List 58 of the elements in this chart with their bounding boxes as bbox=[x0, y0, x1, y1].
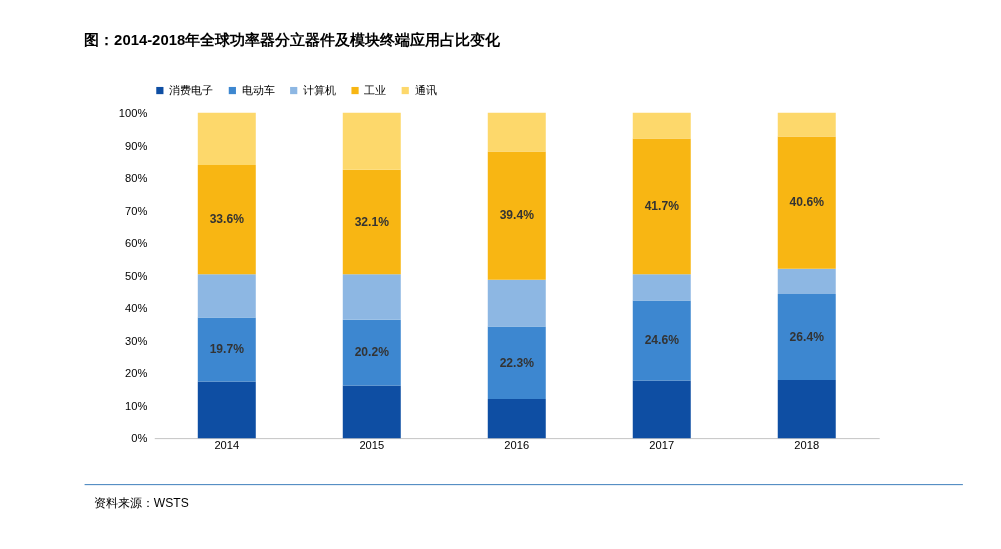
bar bbox=[777, 268, 836, 295]
bar bbox=[632, 380, 691, 439]
x-tick-label: 2018 bbox=[794, 438, 820, 451]
bar bbox=[777, 136, 836, 269]
x-tick-label: 2016 bbox=[504, 438, 530, 451]
data-label: 26.4% bbox=[789, 329, 825, 344]
bar bbox=[487, 399, 546, 439]
bar bbox=[777, 294, 836, 380]
bar bbox=[197, 381, 256, 439]
text: 资料来源：WSTS bbox=[93, 495, 189, 510]
bar bbox=[342, 112, 401, 170]
bar bbox=[487, 151, 546, 280]
y-tick-label: 80% bbox=[125, 172, 148, 185]
bar bbox=[342, 385, 401, 439]
bar bbox=[197, 164, 256, 275]
bar bbox=[777, 379, 836, 439]
bar bbox=[342, 319, 401, 386]
legend-label: 消费电子 bbox=[169, 84, 214, 97]
bar bbox=[197, 317, 256, 382]
chart-title: 图：2014-2018年全球功率器分立器件及模块终端应用占比变化 bbox=[84, 31, 502, 49]
bar bbox=[342, 169, 401, 275]
data-label: 33.6% bbox=[209, 212, 245, 227]
legend-label: 电动车 bbox=[241, 84, 275, 97]
x-tick-label: 2014 bbox=[214, 438, 240, 451]
y-tick-label: 100% bbox=[118, 107, 148, 120]
bar bbox=[632, 112, 691, 139]
bar bbox=[632, 138, 691, 275]
bar bbox=[487, 112, 546, 152]
y-tick-label: 50% bbox=[125, 269, 148, 282]
y-tick-label: 10% bbox=[125, 399, 148, 412]
data-label: 24.6% bbox=[644, 333, 680, 348]
data-label: 41.7% bbox=[644, 199, 680, 214]
x-tick-label: 2015 bbox=[359, 438, 385, 451]
legend-label: 通讯 bbox=[414, 84, 437, 97]
data-label: 20.2% bbox=[354, 345, 390, 360]
y-tick-label: 40% bbox=[125, 302, 148, 315]
bar bbox=[487, 326, 546, 400]
y-tick-label: 90% bbox=[125, 139, 148, 152]
y-tick-label: 0% bbox=[131, 432, 148, 445]
data-label: 40.6% bbox=[789, 195, 825, 210]
data-label: 19.7% bbox=[209, 342, 245, 357]
y-tick-label: 60% bbox=[125, 237, 148, 250]
y-tick-label: 20% bbox=[125, 367, 148, 380]
legend-label: 工业 bbox=[364, 84, 387, 97]
y-tick-label: 70% bbox=[125, 204, 148, 217]
data-label: 39.4% bbox=[499, 208, 535, 223]
data-label: 32.1% bbox=[354, 214, 390, 229]
x-tick-label: 2017 bbox=[649, 438, 675, 451]
bar bbox=[342, 274, 401, 320]
bar bbox=[197, 274, 256, 318]
bar bbox=[632, 274, 691, 301]
y-tick-label: 30% bbox=[125, 334, 148, 347]
bar bbox=[487, 279, 546, 327]
data-label: 22.3% bbox=[499, 355, 535, 370]
bar bbox=[197, 112, 256, 165]
bar bbox=[777, 112, 836, 137]
bar bbox=[632, 300, 691, 381]
legend-label: 计算机 bbox=[303, 84, 336, 97]
